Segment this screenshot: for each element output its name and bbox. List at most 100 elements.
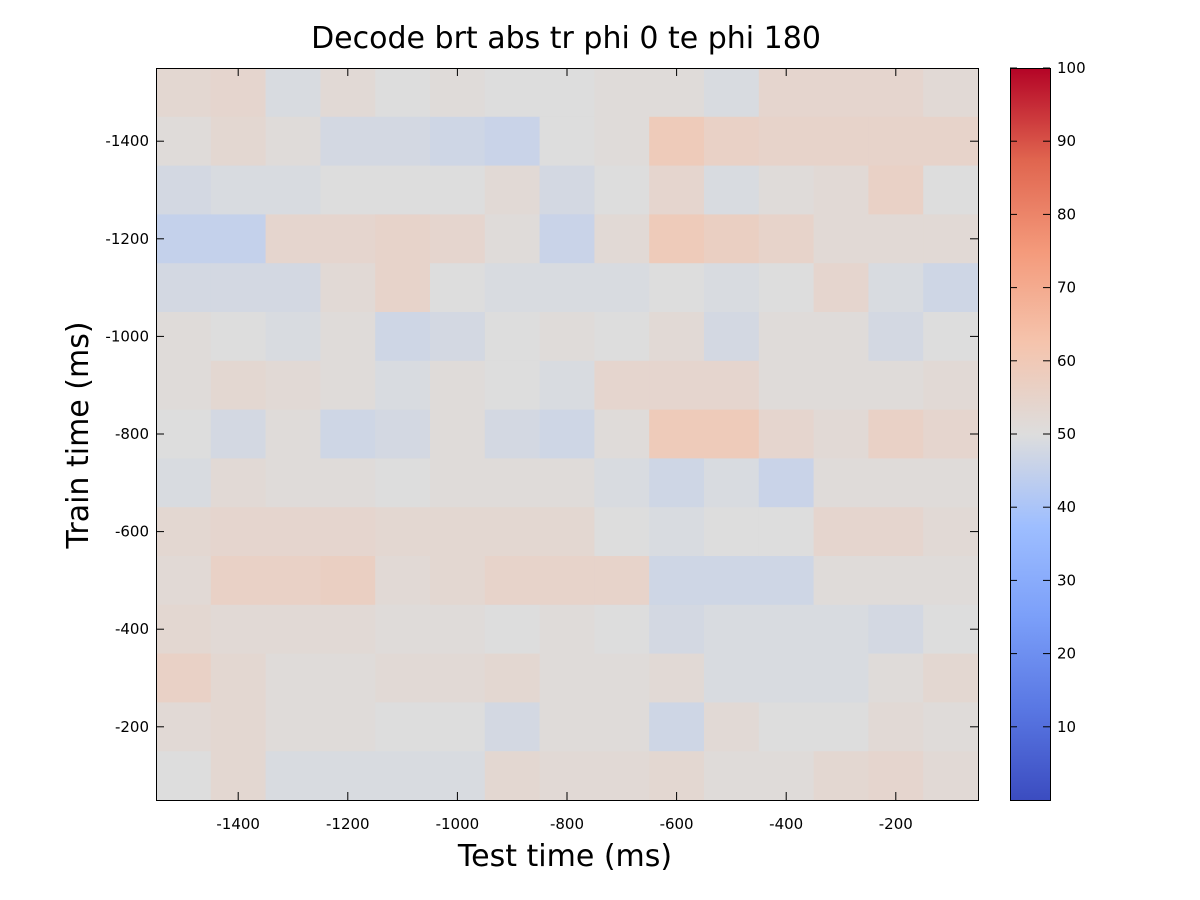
heatmap-cell <box>265 702 321 752</box>
heatmap-cell <box>704 214 760 264</box>
heatmap-cell <box>156 604 212 655</box>
heatmap-cell <box>813 556 869 606</box>
heatmap-cell <box>210 409 267 459</box>
heatmap-cell <box>484 360 541 411</box>
heatmap-cell <box>868 312 924 362</box>
heatmap-cell <box>484 653 541 703</box>
heatmap-cell <box>758 360 815 411</box>
heatmap-cell <box>758 165 815 215</box>
heatmap-cell <box>484 263 541 313</box>
heatmap-cell <box>539 604 595 655</box>
heatmap-cell <box>375 458 431 508</box>
heatmap-cell <box>210 68 267 118</box>
heatmap-cell <box>539 263 595 313</box>
heatmap-cell <box>210 507 267 557</box>
heatmap-cell <box>539 360 595 411</box>
heatmap-cell <box>649 165 705 215</box>
heatmap-cell <box>813 165 869 215</box>
heatmap-cell <box>484 458 541 508</box>
heatmap-cell <box>923 604 979 655</box>
heatmap-cell <box>704 263 760 313</box>
colorbar-tick-label: 40 <box>1057 498 1076 516</box>
heatmap-cell <box>265 263 321 313</box>
heatmap-cell <box>704 68 760 118</box>
heatmap-cell <box>704 653 760 703</box>
heatmap-cell <box>210 556 267 606</box>
colorbar-tick-label: 70 <box>1057 279 1076 297</box>
heatmap-cell <box>868 68 924 118</box>
heatmap-cell <box>704 751 760 801</box>
heatmap-cell <box>539 556 595 606</box>
heatmap-cell <box>813 116 869 167</box>
y-tick-label: -800 <box>115 425 149 443</box>
heatmap-cell <box>813 409 869 459</box>
heatmap-cell <box>758 458 815 508</box>
heatmap-cell <box>265 116 321 167</box>
heatmap-cell <box>265 604 321 655</box>
heatmap-cell <box>649 556 705 606</box>
heatmap-cell <box>265 214 321 264</box>
heatmap-cell <box>265 507 321 557</box>
heatmap-cell <box>375 165 431 215</box>
heatmap-cell <box>649 702 705 752</box>
heatmap-cell <box>868 604 924 655</box>
heatmap-cell <box>758 312 815 362</box>
heatmap-cell <box>539 116 595 167</box>
heatmap-cell <box>430 556 486 606</box>
heatmap-cell <box>594 116 650 167</box>
heatmap-cell <box>484 68 541 118</box>
heatmap-cell <box>594 68 650 118</box>
heatmap-cell <box>320 116 376 167</box>
heatmap-cell <box>484 409 541 459</box>
heatmap-cell <box>594 751 650 801</box>
heatmap-cell <box>210 360 267 411</box>
heatmap-cell <box>923 702 979 752</box>
heatmap-cell <box>923 653 979 703</box>
heatmap-cell <box>539 165 595 215</box>
x-tick-label: -1200 <box>326 815 370 833</box>
heatmap-cell <box>923 409 979 459</box>
heatmap-cell <box>704 507 760 557</box>
heatmap-cell <box>210 702 267 752</box>
y-tick-label: -200 <box>115 718 149 736</box>
heatmap-cell <box>594 556 650 606</box>
heatmap-cell <box>594 702 650 752</box>
heatmap-cell <box>868 360 924 411</box>
heatmap-cell <box>156 165 212 215</box>
heatmap-cell <box>539 702 595 752</box>
heatmap-cell <box>320 214 376 264</box>
heatmap-cell <box>156 214 212 264</box>
y-tick-label: -1200 <box>105 230 149 248</box>
heatmap-cell <box>156 68 212 118</box>
heatmap-cell <box>923 360 979 411</box>
heatmap-cell <box>649 507 705 557</box>
heatmap-cell <box>923 263 979 313</box>
heatmap-cell <box>923 751 979 801</box>
heatmap-cell <box>156 458 212 508</box>
heatmap-cell <box>430 68 486 118</box>
heatmap-cell <box>868 263 924 313</box>
heatmap-cell <box>265 653 321 703</box>
heatmap-cell <box>758 68 815 118</box>
heatmap-cell <box>320 556 376 606</box>
heatmap-cell <box>484 751 541 801</box>
heatmap-cell <box>539 68 595 118</box>
heatmap-cell <box>375 751 431 801</box>
heatmap-cell <box>649 312 705 362</box>
heatmap-cell <box>539 214 595 264</box>
heatmap-cell <box>210 604 267 655</box>
heatmap-cell <box>594 409 650 459</box>
heatmap-cell <box>210 165 267 215</box>
heatmap-cell <box>484 165 541 215</box>
y-tick-label: -1000 <box>105 327 149 345</box>
heatmap-cell <box>156 360 212 411</box>
heatmap-cell <box>758 409 815 459</box>
heatmap-cell <box>265 556 321 606</box>
x-tick-label: -1000 <box>436 815 480 833</box>
heatmap-cell <box>375 68 431 118</box>
heatmap-cell <box>375 263 431 313</box>
heatmap-cell <box>704 702 760 752</box>
heatmap-cell <box>923 214 979 264</box>
heatmap-cell <box>758 702 815 752</box>
